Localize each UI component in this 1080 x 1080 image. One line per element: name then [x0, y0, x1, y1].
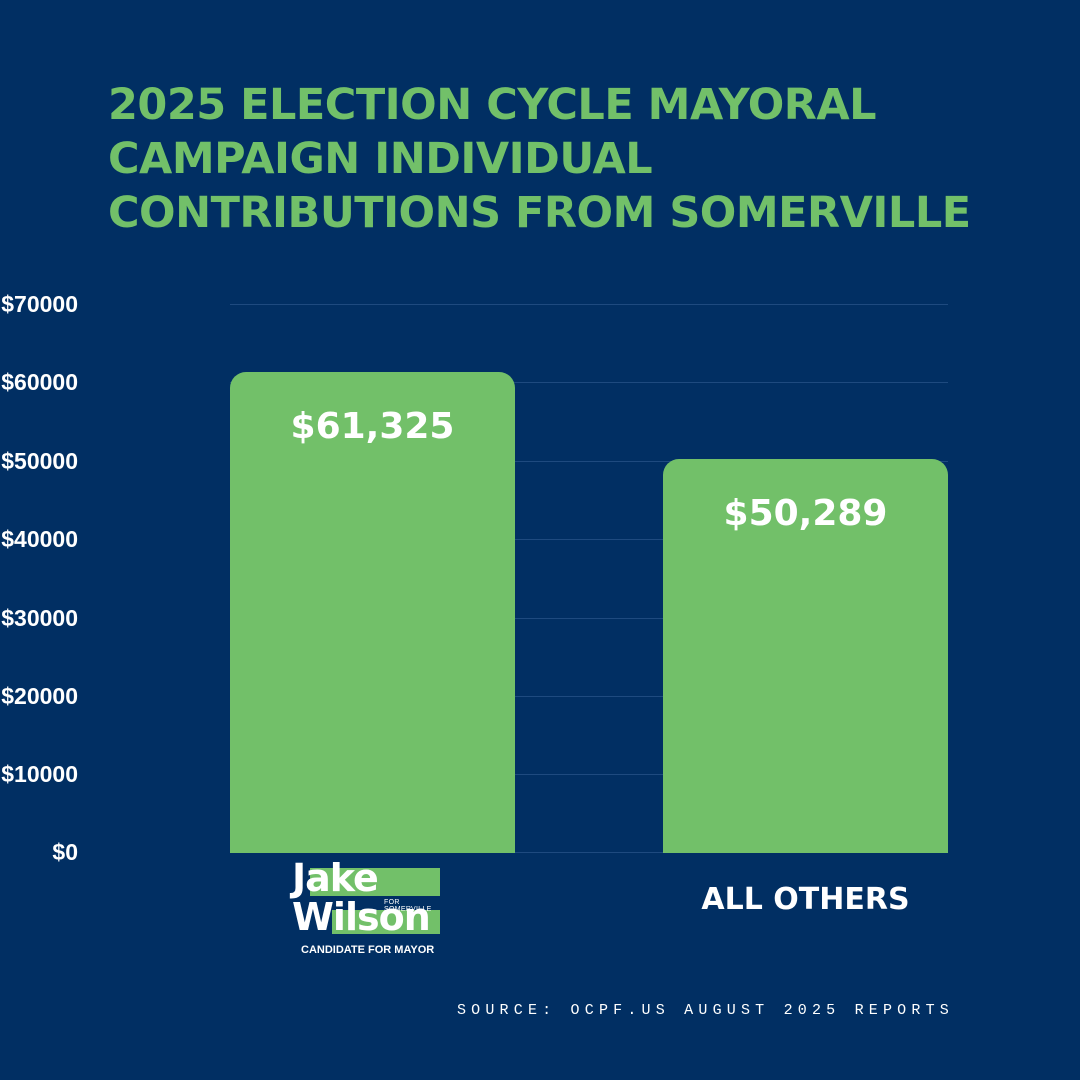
y-tick-label: $0	[52, 839, 78, 865]
logo-green-band	[310, 868, 440, 896]
y-tick-label: $60000	[1, 369, 78, 395]
gridline-40000	[230, 539, 948, 540]
jake-wilson-logo: Jake FOR SOMERVILLE Wilson CANDIDATE FOR…	[292, 856, 444, 958]
logo-subtitle: CANDIDATE FOR MAYOR	[301, 944, 435, 956]
y-tick-label: $40000	[1, 526, 78, 552]
gridline-60000	[230, 382, 948, 383]
bar-value-label: $50,289	[723, 493, 888, 534]
y-tick-label: $20000	[1, 683, 78, 709]
bar-all-others: $50,289	[663, 459, 948, 853]
y-tick-label: $70000	[1, 291, 78, 317]
bar-jake-wilson: $61,325	[230, 372, 515, 853]
logo-first-name: Jake	[292, 856, 379, 900]
x-category-label: ALL OTHERS	[701, 882, 910, 917]
bar-value-label: $61,325	[290, 406, 455, 447]
y-tick-label: $50000	[1, 448, 78, 474]
title-line-2: CAMPAIGN INDIVIDUAL	[108, 134, 653, 184]
chart-title: 2025 ELECTION CYCLE MAYORAL CAMPAIGN IND…	[108, 78, 1008, 240]
gridline-20000	[230, 696, 948, 697]
plot-area: $70000 $60000 $50000 $40000 $30000 $2000…	[1, 291, 948, 865]
logo-green-band	[332, 910, 440, 934]
source-note: SOURCE: OCPF.US AUGUST 2025 REPORTS	[456, 1002, 954, 1019]
gridline-10000	[230, 774, 948, 775]
logo-tagline: FOR SOMERVILLE	[384, 899, 432, 913]
title-line-1: 2025 ELECTION CYCLE MAYORAL	[108, 80, 877, 130]
gridline-30000	[230, 618, 948, 619]
gridline-70000	[230, 304, 948, 305]
gridline-50000	[230, 461, 948, 462]
gridline-0	[230, 852, 948, 853]
logo-last-name: Wilson	[292, 895, 431, 939]
y-tick-label: $10000	[1, 761, 78, 787]
title-line-3: CONTRIBUTIONS FROM SOMERVILLE	[108, 188, 971, 238]
y-tick-label: $30000	[1, 605, 78, 631]
